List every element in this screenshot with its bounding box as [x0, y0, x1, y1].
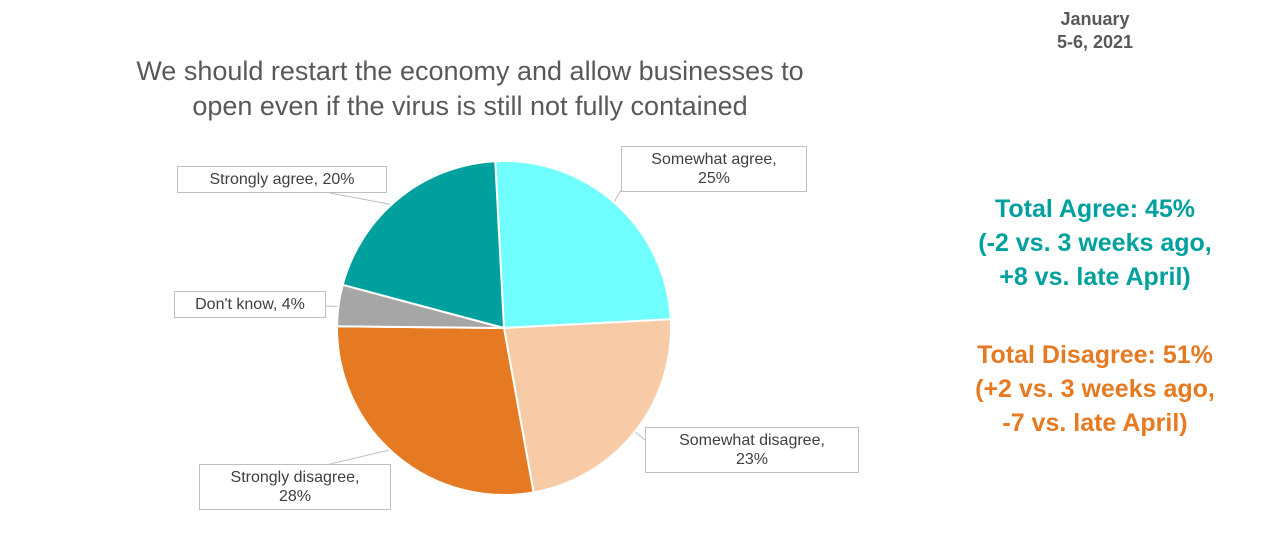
pie-slices	[335, 160, 672, 496]
callout-strongly-disagree-line-2: 28%	[278, 488, 312, 505]
total-agree-line-1: Total Agree: 45%	[994, 195, 1196, 223]
date-label: January 5-6, 2021	[1010, 8, 1180, 54]
total-agree-summary: Total Agree: 45% (-2 vs. 3 weeks ago, +8…	[930, 192, 1260, 294]
chart-title-line-2: open even if the virus is still not full…	[192, 91, 748, 121]
chart-title-line-1: We should restart the economy and allow …	[136, 56, 804, 86]
pie-slice-somewhat-disagree	[502, 318, 672, 494]
pie-slice-strongly-disagree	[336, 325, 535, 496]
callout-dont-know: Don't know, 4%	[174, 291, 326, 318]
callout-somewhat-agree: Somewhat agree, 25%	[621, 146, 807, 192]
total-agree-line-2: (-2 vs. 3 weeks ago,	[978, 229, 1212, 257]
callout-strongly-agree: Strongly agree, 20%	[177, 166, 387, 193]
callout-dont-know-line-1: Don't know, 4%	[195, 296, 305, 313]
total-disagree-line-3: -7 vs. late April)	[1002, 409, 1188, 437]
callout-somewhat-disagree-line-2: 23%	[735, 451, 769, 468]
callout-somewhat-disagree: Somewhat disagree, 23%	[645, 427, 859, 473]
total-disagree-summary: Total Disagree: 51% (+2 vs. 3 weeks ago,…	[930, 338, 1260, 440]
date-line-1: January	[1060, 9, 1130, 29]
total-agree-line-3: +8 vs. late April)	[999, 263, 1191, 291]
total-disagree-line-2: (+2 vs. 3 weeks ago,	[975, 375, 1215, 403]
total-disagree-line-1: Total Disagree: 51%	[977, 341, 1213, 369]
callout-somewhat-disagree-line-1: Somewhat disagree,	[679, 432, 825, 449]
pie-slice-somewhat-agree	[494, 160, 672, 330]
callout-strongly-agree-line-1: Strongly agree, 20%	[209, 171, 355, 188]
date-line-2: 5-6, 2021	[1056, 32, 1134, 52]
callout-somewhat-agree-line-2: 25%	[697, 170, 731, 187]
chart-title: We should restart the economy and allow …	[40, 54, 900, 124]
callout-somewhat-agree-line-1: Somewhat agree,	[651, 151, 777, 168]
callout-strongly-disagree: Strongly disagree, 28%	[199, 464, 391, 510]
pie-slice-strongly-agree	[341, 160, 506, 330]
callout-strongly-disagree-line-1: Strongly disagree,	[230, 469, 360, 486]
